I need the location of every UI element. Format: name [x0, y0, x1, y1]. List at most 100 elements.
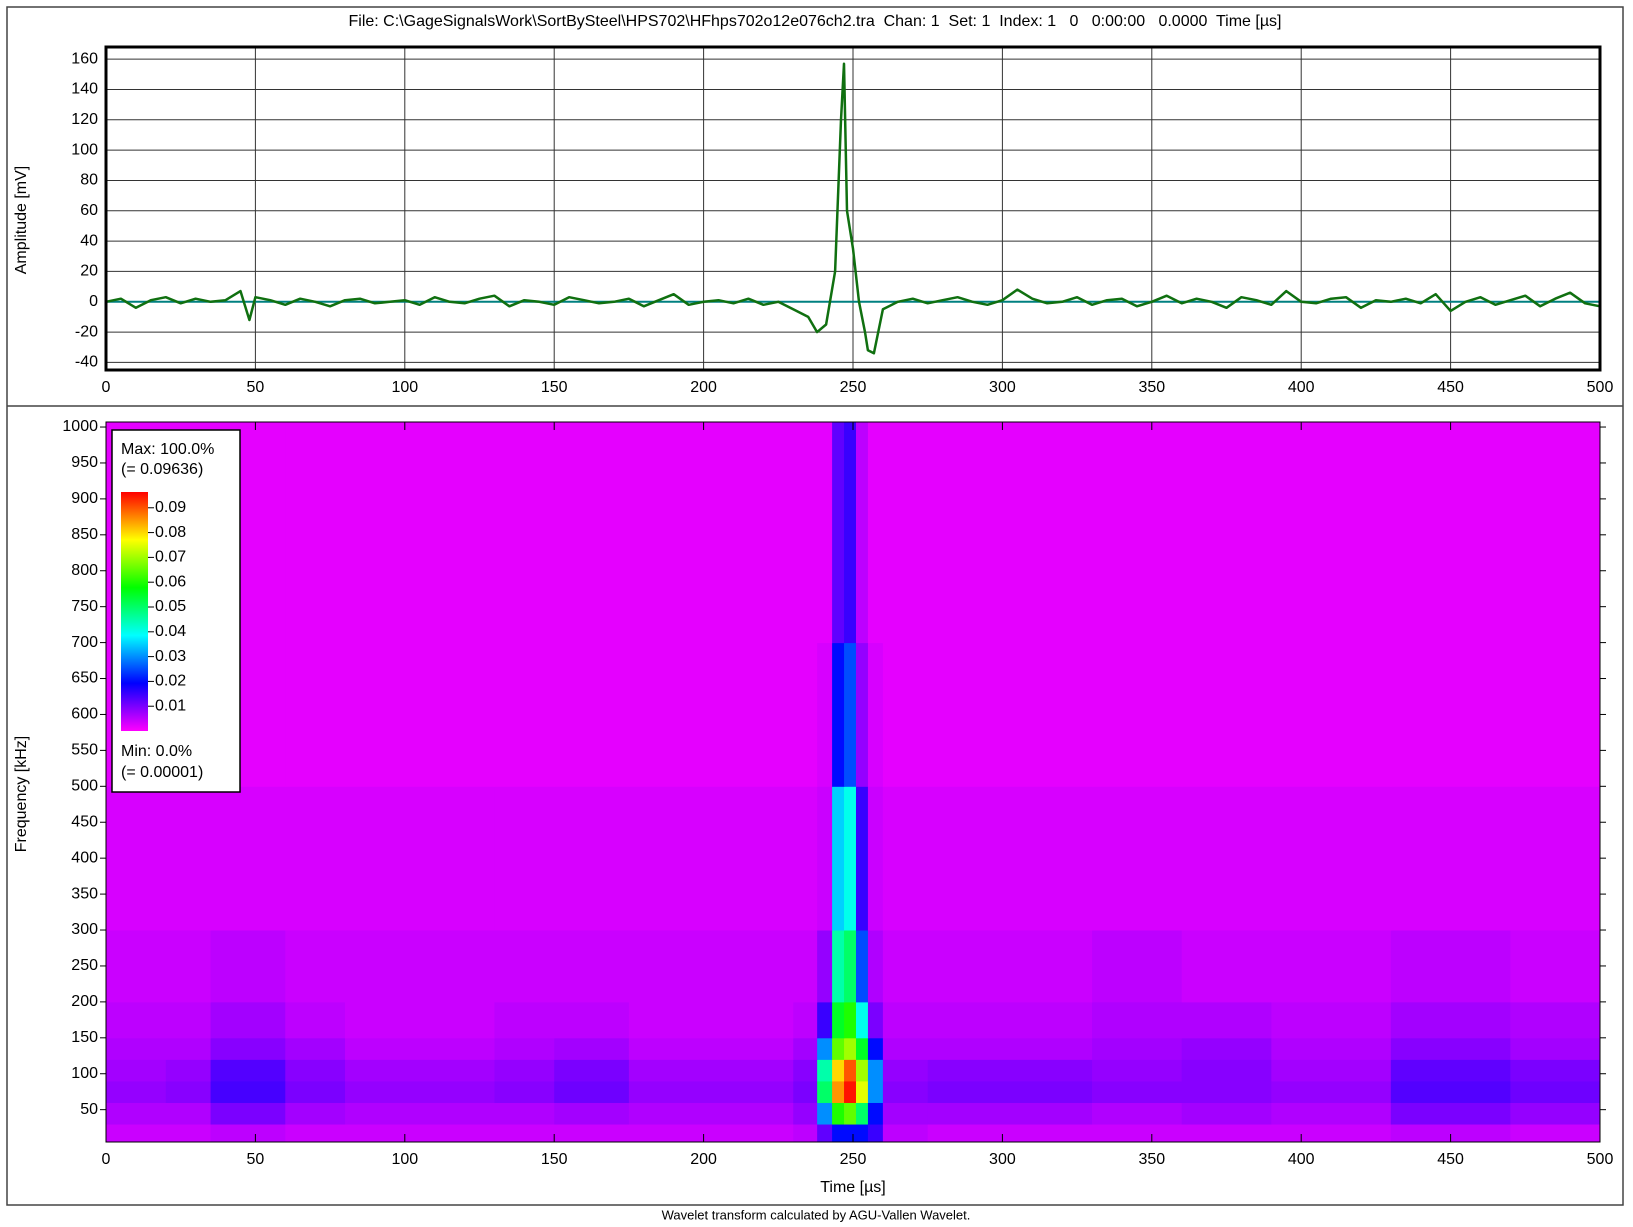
heatmap-cell	[793, 642, 818, 787]
heatmap-cell	[1092, 930, 1183, 1003]
y-tick-label: 1000	[62, 418, 98, 435]
heatmap-cell	[210, 1080, 286, 1103]
heatmap-cell	[855, 642, 869, 787]
colorbar-max-label: Max: 100.0%	[121, 441, 214, 458]
heatmap-cell	[1092, 642, 1183, 787]
heatmap-cell	[832, 642, 845, 787]
x-tick-label: 100	[391, 379, 418, 396]
heatmap-cell	[1510, 1037, 1601, 1060]
heatmap-cell	[1271, 1124, 1392, 1143]
heatmap-cell	[210, 1124, 286, 1143]
heatmap-cell	[345, 1037, 495, 1060]
colorbar-min-value: (= 0.00001)	[121, 764, 203, 781]
y-tick-label: 250	[71, 957, 98, 974]
heatmap-cell	[1510, 422, 1601, 644]
heatmap-cell	[285, 1001, 346, 1039]
y-tick-label: 400	[71, 849, 98, 866]
heatmap-cell	[927, 1080, 1093, 1103]
heatmap-cell	[855, 1124, 869, 1143]
heatmap-cell	[494, 1080, 555, 1103]
heatmap-cell	[927, 1059, 1093, 1082]
heatmap-cell	[210, 1001, 286, 1039]
y-tick-label: 500	[71, 778, 98, 795]
x-tick-label: 350	[1138, 379, 1165, 396]
heatmap-cell	[1390, 1124, 1511, 1143]
heatmap-cell	[345, 930, 495, 1003]
heatmap-cell	[345, 1102, 495, 1125]
heatmap-cell	[106, 1102, 167, 1125]
y-tick-label: 200	[71, 993, 98, 1010]
y-tick-label: 600	[71, 706, 98, 723]
x-tick-label: 50	[247, 379, 265, 396]
heatmap-cell	[1390, 1080, 1511, 1103]
heatmap-cell	[832, 1080, 845, 1103]
heatmap-cell	[1092, 1059, 1183, 1082]
heatmap-cell	[628, 786, 794, 931]
y-tick-label: 100	[71, 1065, 98, 1082]
y-tick-label: 950	[71, 454, 98, 471]
heatmap-cell	[494, 1037, 555, 1060]
heatmap-cell	[628, 642, 794, 787]
heatmap-cell	[793, 1124, 818, 1143]
plot-frame	[104, 45, 1602, 372]
heatmap-cell	[1390, 642, 1511, 787]
heatmap-cell	[867, 930, 884, 1003]
heatmap-cell	[1271, 1037, 1392, 1060]
heatmap-cell	[832, 930, 845, 1003]
colorbar-tick-label: 0.09	[155, 499, 186, 516]
footer: Wavelet transform calculated by AGU-Vall…	[662, 1207, 971, 1222]
heatmap-cell	[844, 1102, 857, 1125]
heatmap-cell	[844, 1124, 857, 1143]
heatmap-cell	[793, 422, 818, 644]
x-tick-label: 50	[247, 1151, 265, 1168]
colorbar	[121, 492, 148, 731]
x-tick-label: 300	[989, 1151, 1016, 1168]
heatmap-cell	[1510, 1124, 1601, 1143]
heatmap-cell	[1181, 1059, 1272, 1082]
heatmap-cell	[927, 1037, 1093, 1060]
heatmap-cell	[1510, 930, 1601, 1003]
heatmap-cell	[106, 1124, 167, 1143]
heatmap-cell	[867, 422, 884, 644]
heatmap-cell	[867, 1080, 884, 1103]
heatmap-cell	[832, 422, 845, 644]
heatmap-cell	[855, 1059, 869, 1082]
heatmap-cell	[844, 1059, 857, 1082]
heatmap-cell	[832, 1001, 845, 1039]
heatmap-cell	[927, 642, 1093, 787]
heatmap-cell	[554, 930, 630, 1003]
heatmap-cell	[554, 1059, 630, 1082]
heatmap-cell	[1271, 786, 1392, 931]
colorbar-tick-label: 0.05	[155, 598, 186, 615]
heatmap-cell	[106, 1059, 167, 1082]
colorbar-tick-label: 0.03	[155, 648, 186, 665]
heatmap-cell	[285, 786, 346, 931]
heatmap-cell	[1181, 642, 1272, 787]
x-tick-label: 200	[690, 1151, 717, 1168]
heatmap-cell	[628, 1001, 794, 1039]
outer-frame	[6, 6, 1624, 1206]
heatmap-cell	[927, 1001, 1093, 1039]
heatmap-cell	[106, 786, 167, 931]
heatmap-cell	[817, 1059, 833, 1082]
heatmap-cell	[882, 1037, 929, 1060]
heatmap-cell	[554, 1080, 630, 1103]
heatmap-cell	[882, 422, 929, 644]
y-tick-label: 850	[71, 526, 98, 543]
y-tick-label: 140	[71, 81, 98, 98]
y-tick-label: 40	[80, 232, 98, 249]
heatmap-cell	[832, 786, 845, 931]
heatmap-cell	[1181, 1124, 1272, 1143]
x-tick-label: 0	[102, 379, 111, 396]
x-tick-label: 200	[690, 379, 717, 396]
heatmap-cell	[832, 1059, 845, 1082]
heatmap-cell	[554, 642, 630, 787]
heatmap-cell	[882, 1001, 929, 1039]
heatmap-cell	[345, 1001, 495, 1039]
heatmap-cell	[628, 1059, 794, 1082]
heatmap-cell	[345, 1124, 495, 1143]
heatmap-cell	[165, 1102, 212, 1125]
x-tick-label: 450	[1437, 1151, 1464, 1168]
heatmap-cell	[1271, 422, 1392, 644]
heatmap-cell	[165, 930, 212, 1003]
